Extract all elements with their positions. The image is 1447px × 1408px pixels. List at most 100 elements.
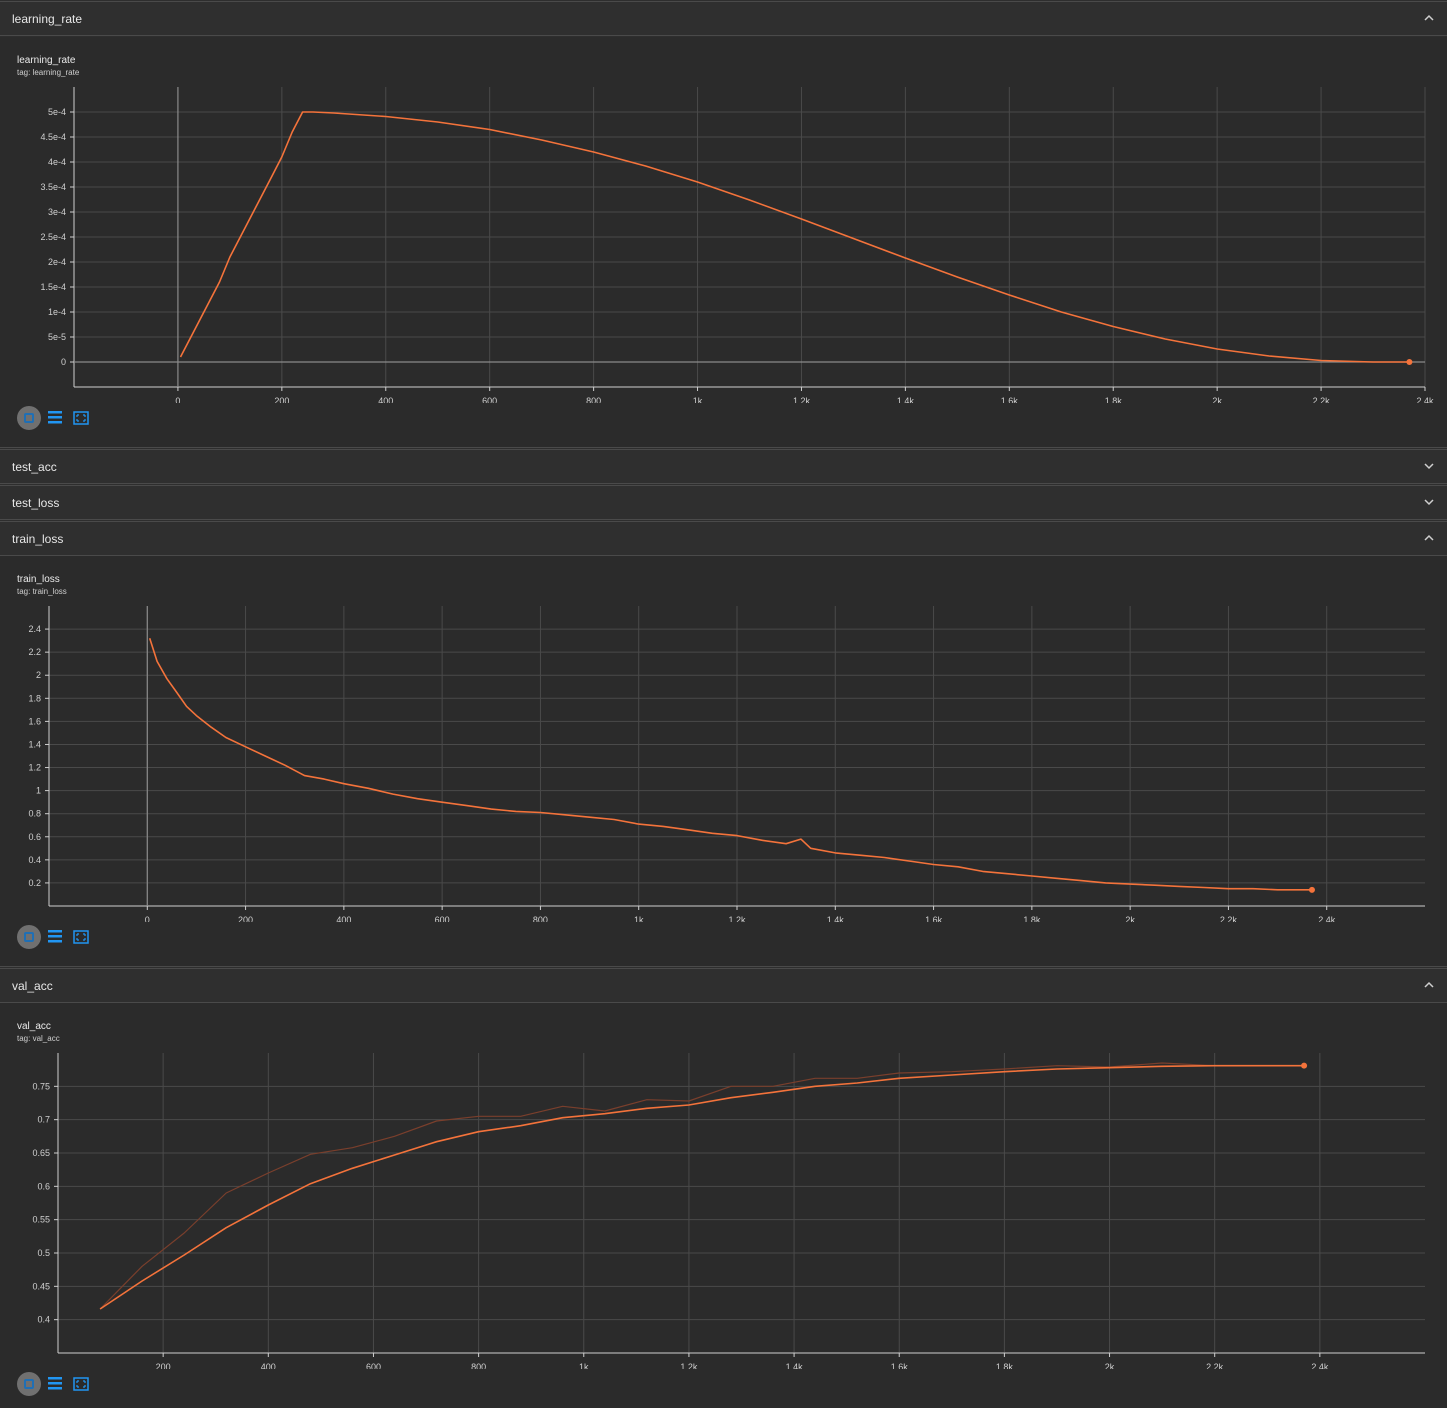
section-title: test_acc — [12, 460, 57, 474]
x-tick-label: 800 — [586, 396, 601, 403]
section-header-test-loss[interactable]: test_loss — [0, 485, 1447, 520]
chart-tag: tag: learning_rate — [17, 68, 80, 77]
x-tick-label: 2.4k — [1416, 396, 1434, 403]
x-tick-label: 200 — [156, 1362, 171, 1369]
x-tick-label: 1.6k — [1001, 396, 1019, 403]
x-tick-label: 600 — [482, 396, 497, 403]
chevron-down-icon[interactable] — [1423, 460, 1435, 472]
section-header-train-loss[interactable]: train_loss — [0, 521, 1447, 556]
chart-tag: tag: train_loss — [17, 587, 67, 596]
val-acc-chart[interactable]: 0.4 0.45 0.5 0.55 0.6 0.65 0.7 0.75 200 400 600 800… — [0, 1049, 1447, 1369]
x-tick-label: 0 — [145, 915, 150, 922]
y-tick-label: 2e-4 — [48, 257, 66, 267]
series-line — [179, 111, 1410, 363]
section-header-learning-rate[interactable]: learning_rate — [0, 1, 1447, 36]
x-tick-label: 1.2k — [728, 915, 746, 922]
x-tick-label: 200 — [238, 915, 253, 922]
y-tick-label: 0.2 — [28, 878, 41, 888]
chevron-up-icon[interactable] — [1423, 532, 1435, 544]
y-tick-label: 0.45 — [32, 1281, 50, 1291]
section-title: train_loss — [12, 532, 64, 546]
y-tick-label: 0.4 — [37, 1315, 50, 1325]
y-tick-label: 3.5e-4 — [40, 182, 66, 192]
series-line — [99, 1064, 1305, 1310]
x-tick-label: 1.2k — [680, 1362, 698, 1369]
chart-card-learning-rate: learning_rate tag: learning_rate 0 5e-5 1e… — [0, 37, 1447, 448]
x-tick-label: 200 — [274, 396, 289, 403]
y-tick-label: 0.4 — [28, 855, 41, 865]
last-point-marker — [1301, 1062, 1308, 1069]
chart-title: learning_rate — [17, 55, 76, 66]
expand-icon[interactable] — [73, 411, 89, 425]
expand-icon[interactable] — [73, 930, 89, 944]
chart-title: train_loss — [17, 574, 60, 585]
train-loss-chart[interactable]: 0.2 0.4 0.6 0.8 1 1.2 1.4 1.6 1.8 2 2.2 2.4 0 200 400 6… — [0, 602, 1447, 922]
fit-domain-button[interactable] — [17, 406, 41, 430]
fit-domain-button[interactable] — [17, 1372, 41, 1396]
y-tick-label: 2.5e-4 — [40, 232, 66, 242]
x-tick-label: 1k — [579, 1362, 589, 1369]
expand-icon[interactable] — [73, 1377, 89, 1391]
last-point-marker — [1406, 359, 1413, 365]
learning-rate-chart[interactable]: 0 5e-5 1e-4 1.5e-4 2e-4 2.5e-4 3e-4 3.5e-4 4e-4 4… — [0, 83, 1447, 403]
y-tick-label: 1.4 — [28, 739, 41, 749]
chart-title: val_acc — [17, 1021, 51, 1032]
y-tick-label: 2.2 — [28, 647, 41, 657]
y-tick-label: 1.2 — [28, 763, 41, 773]
x-tick-label: 2.2k — [1220, 915, 1238, 922]
y-tick-label: 0.5 — [37, 1248, 50, 1258]
log-scale-icon[interactable] — [48, 930, 62, 943]
y-tick-label: 2 — [36, 670, 41, 680]
x-tick-label: 1.8k — [1105, 396, 1123, 403]
section-header-val-acc[interactable]: val_acc — [0, 968, 1447, 1003]
section-title: learning_rate — [12, 12, 83, 26]
series-line — [148, 638, 1312, 891]
chart-card-val-acc: val_acc tag: val_acc 0.4 0.45 0.5 0.55 0.6 0.… — [0, 1003, 1447, 1408]
y-tick-label: 0.8 — [28, 809, 41, 819]
x-tick-label: 2k — [1105, 1362, 1115, 1369]
y-tick-label: 0.55 — [32, 1215, 50, 1225]
x-tick-label: 600 — [435, 915, 450, 922]
x-tick-label: 800 — [471, 1362, 486, 1369]
x-tick-label: 400 — [378, 396, 393, 403]
x-tick-label: 1.6k — [891, 1362, 909, 1369]
chart-card-train-loss: train_loss tag: train_loss 0.2 0.4 0.6 0.8 1… — [0, 556, 1447, 967]
log-scale-icon[interactable] — [48, 1377, 62, 1390]
last-point-marker — [1308, 886, 1315, 893]
x-tick-label: 600 — [366, 1362, 381, 1369]
x-tick-label: 2k — [1125, 915, 1135, 922]
fit-domain-button[interactable] — [17, 925, 41, 949]
y-tick-label: 0.75 — [32, 1081, 50, 1091]
y-tick-label: 3e-4 — [48, 207, 66, 217]
section-header-test-acc[interactable]: test_acc — [0, 449, 1447, 484]
x-tick-label: 1k — [693, 396, 703, 403]
x-tick-label: 2k — [1212, 396, 1222, 403]
y-tick-label: 1 — [36, 786, 41, 796]
x-tick-label: 2.2k — [1206, 1362, 1224, 1369]
y-tick-label: 0.6 — [37, 1181, 50, 1191]
log-scale-icon[interactable] — [48, 411, 62, 424]
x-tick-label: 800 — [533, 915, 548, 922]
x-tick-label: 0 — [175, 396, 180, 403]
x-tick-label: 1.8k — [996, 1362, 1014, 1369]
y-tick-label: 2.4 — [28, 624, 41, 634]
y-tick-label: 5e-5 — [48, 332, 66, 342]
y-tick-label: 1.5e-4 — [40, 282, 66, 292]
x-tick-label: 1k — [634, 915, 644, 922]
chevron-down-icon[interactable] — [1423, 496, 1435, 508]
y-tick-label: 1e-4 — [48, 307, 66, 317]
chevron-up-icon[interactable] — [1423, 12, 1435, 24]
series-line-raw — [99, 1062, 1305, 1310]
x-tick-label: 2.4k — [1318, 915, 1336, 922]
y-tick-label: 0 — [61, 357, 66, 367]
x-tick-label: 400 — [336, 915, 351, 922]
y-tick-label: 0.6 — [28, 832, 41, 842]
y-tick-label: 4.5e-4 — [40, 132, 66, 142]
x-tick-label: 400 — [261, 1362, 276, 1369]
chevron-up-icon[interactable] — [1423, 979, 1435, 991]
y-tick-label: 0.7 — [37, 1115, 50, 1125]
y-tick-label: 4e-4 — [48, 157, 66, 167]
x-tick-label: 1.4k — [827, 915, 845, 922]
y-tick-label: 0.65 — [32, 1148, 50, 1158]
section-title: test_loss — [12, 496, 60, 510]
